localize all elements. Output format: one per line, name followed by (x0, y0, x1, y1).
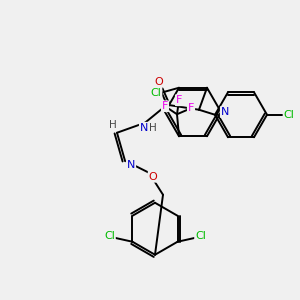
Text: F: F (188, 103, 194, 113)
Text: Cl: Cl (151, 88, 161, 98)
Text: N: N (140, 123, 148, 133)
Text: F: F (162, 101, 168, 111)
Text: O: O (154, 77, 164, 87)
Text: Cl: Cl (284, 110, 294, 120)
Text: Cl: Cl (195, 231, 206, 241)
Text: N: N (221, 107, 229, 117)
Text: N: N (127, 160, 135, 170)
Text: F: F (176, 95, 182, 105)
Text: Cl: Cl (104, 231, 115, 241)
Text: H: H (149, 123, 157, 133)
Text: H: H (109, 120, 117, 130)
Text: O: O (148, 172, 158, 182)
